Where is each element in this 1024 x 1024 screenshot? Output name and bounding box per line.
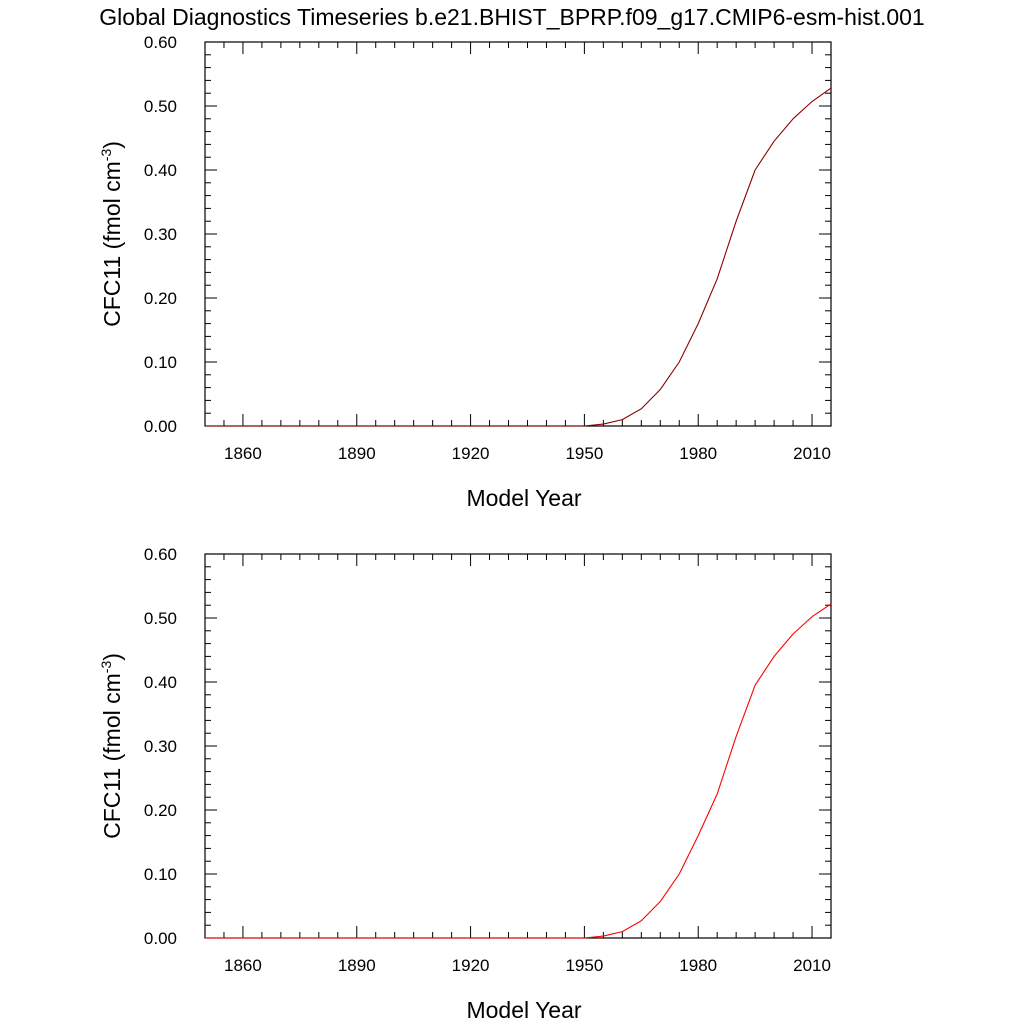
chart-top-x-tick-label: 1920 (452, 444, 490, 463)
chart-top-y-tick-label: 0.50 (144, 97, 177, 116)
chart-top-y-tick-label: 0.30 (144, 225, 177, 244)
chart-bottom-y-axis-label-main: CFC11 (fmol cm (99, 673, 125, 839)
chart-bottom-y-tick-label: 0.10 (144, 865, 177, 884)
chart-panel-bottom: 1860 1890 1920 1950 1980 2010 0.00 0.10 0.20 0.30… (98, 545, 832, 1023)
chart-bottom-y-tick-label: 0.00 (144, 929, 177, 948)
chart-top-x-tick-label: 1950 (565, 444, 603, 463)
chart-bottom-x-tick-label: 1950 (565, 956, 603, 975)
chart-bottom-series-line-0 (205, 603, 832, 939)
chart-top-x-tick-label: 2010 (793, 444, 831, 463)
chart-top-y-axis-label-suffix: ) (99, 141, 125, 149)
chart-top-x-axis-label: Model Year (466, 485, 581, 511)
chart-bottom-y-axis-label-exponent: -3 (98, 661, 114, 674)
chart-panel-top: 1860 1890 1920 1950 1980 2010 0.00 0.10 0.20 0.30… (98, 33, 832, 511)
chart-top-y-tick-label: 0.00 (144, 417, 177, 436)
chart-top-x-tick-label: 1890 (338, 444, 376, 463)
chart-bottom-x-tick-label: 2010 (793, 956, 831, 975)
chart-top-x-tick-label: 1860 (224, 444, 262, 463)
chart-top-x-tick-label: 1980 (679, 444, 717, 463)
chart-top-y-tick-label: 0.20 (144, 289, 177, 308)
chart-bottom-y-tick-label: 0.40 (144, 673, 177, 692)
chart-top-plot-frame (204, 41, 832, 427)
chart-bottom-y-tick-label: 0.20 (144, 801, 177, 820)
chart-bottom-y-tick-label: 0.50 (144, 609, 177, 628)
chart-top-y-axis-label-exponent: -3 (98, 149, 114, 162)
chart-bottom-plot-frame (204, 553, 832, 939)
chart-bottom-y-axis-label: CFC11 (fmol cm-3) (98, 653, 125, 839)
chart-top-y-tick-label: 0.40 (144, 161, 177, 180)
chart-top-y-axis-label: CFC11 (fmol cm-3) (98, 141, 125, 327)
chart-top-y-tick-label: 0.60 (144, 33, 177, 52)
chart-bottom-y-tick-label: 0.30 (144, 737, 177, 756)
chart-bottom-y-axis-label-suffix: ) (99, 653, 125, 661)
chart-top-series-line-0 (205, 87, 832, 427)
chart-bottom-y-tick-label: 0.60 (144, 545, 177, 564)
chart-bottom-x-tick-label: 1980 (679, 956, 717, 975)
chart-top-y-tick-label: 0.10 (144, 353, 177, 372)
chart-bottom-x-tick-label: 1860 (224, 956, 262, 975)
chart-top-y-axis-label-main: CFC11 (fmol cm (99, 161, 125, 327)
chart-bottom-x-tick-label: 1920 (452, 956, 490, 975)
chart-bottom-x-tick-label: 1890 (338, 956, 376, 975)
chart-bottom-x-axis-label: Model Year (466, 997, 581, 1023)
figure-title: Global Diagnostics Timeseries b.e21.BHIS… (99, 4, 924, 30)
